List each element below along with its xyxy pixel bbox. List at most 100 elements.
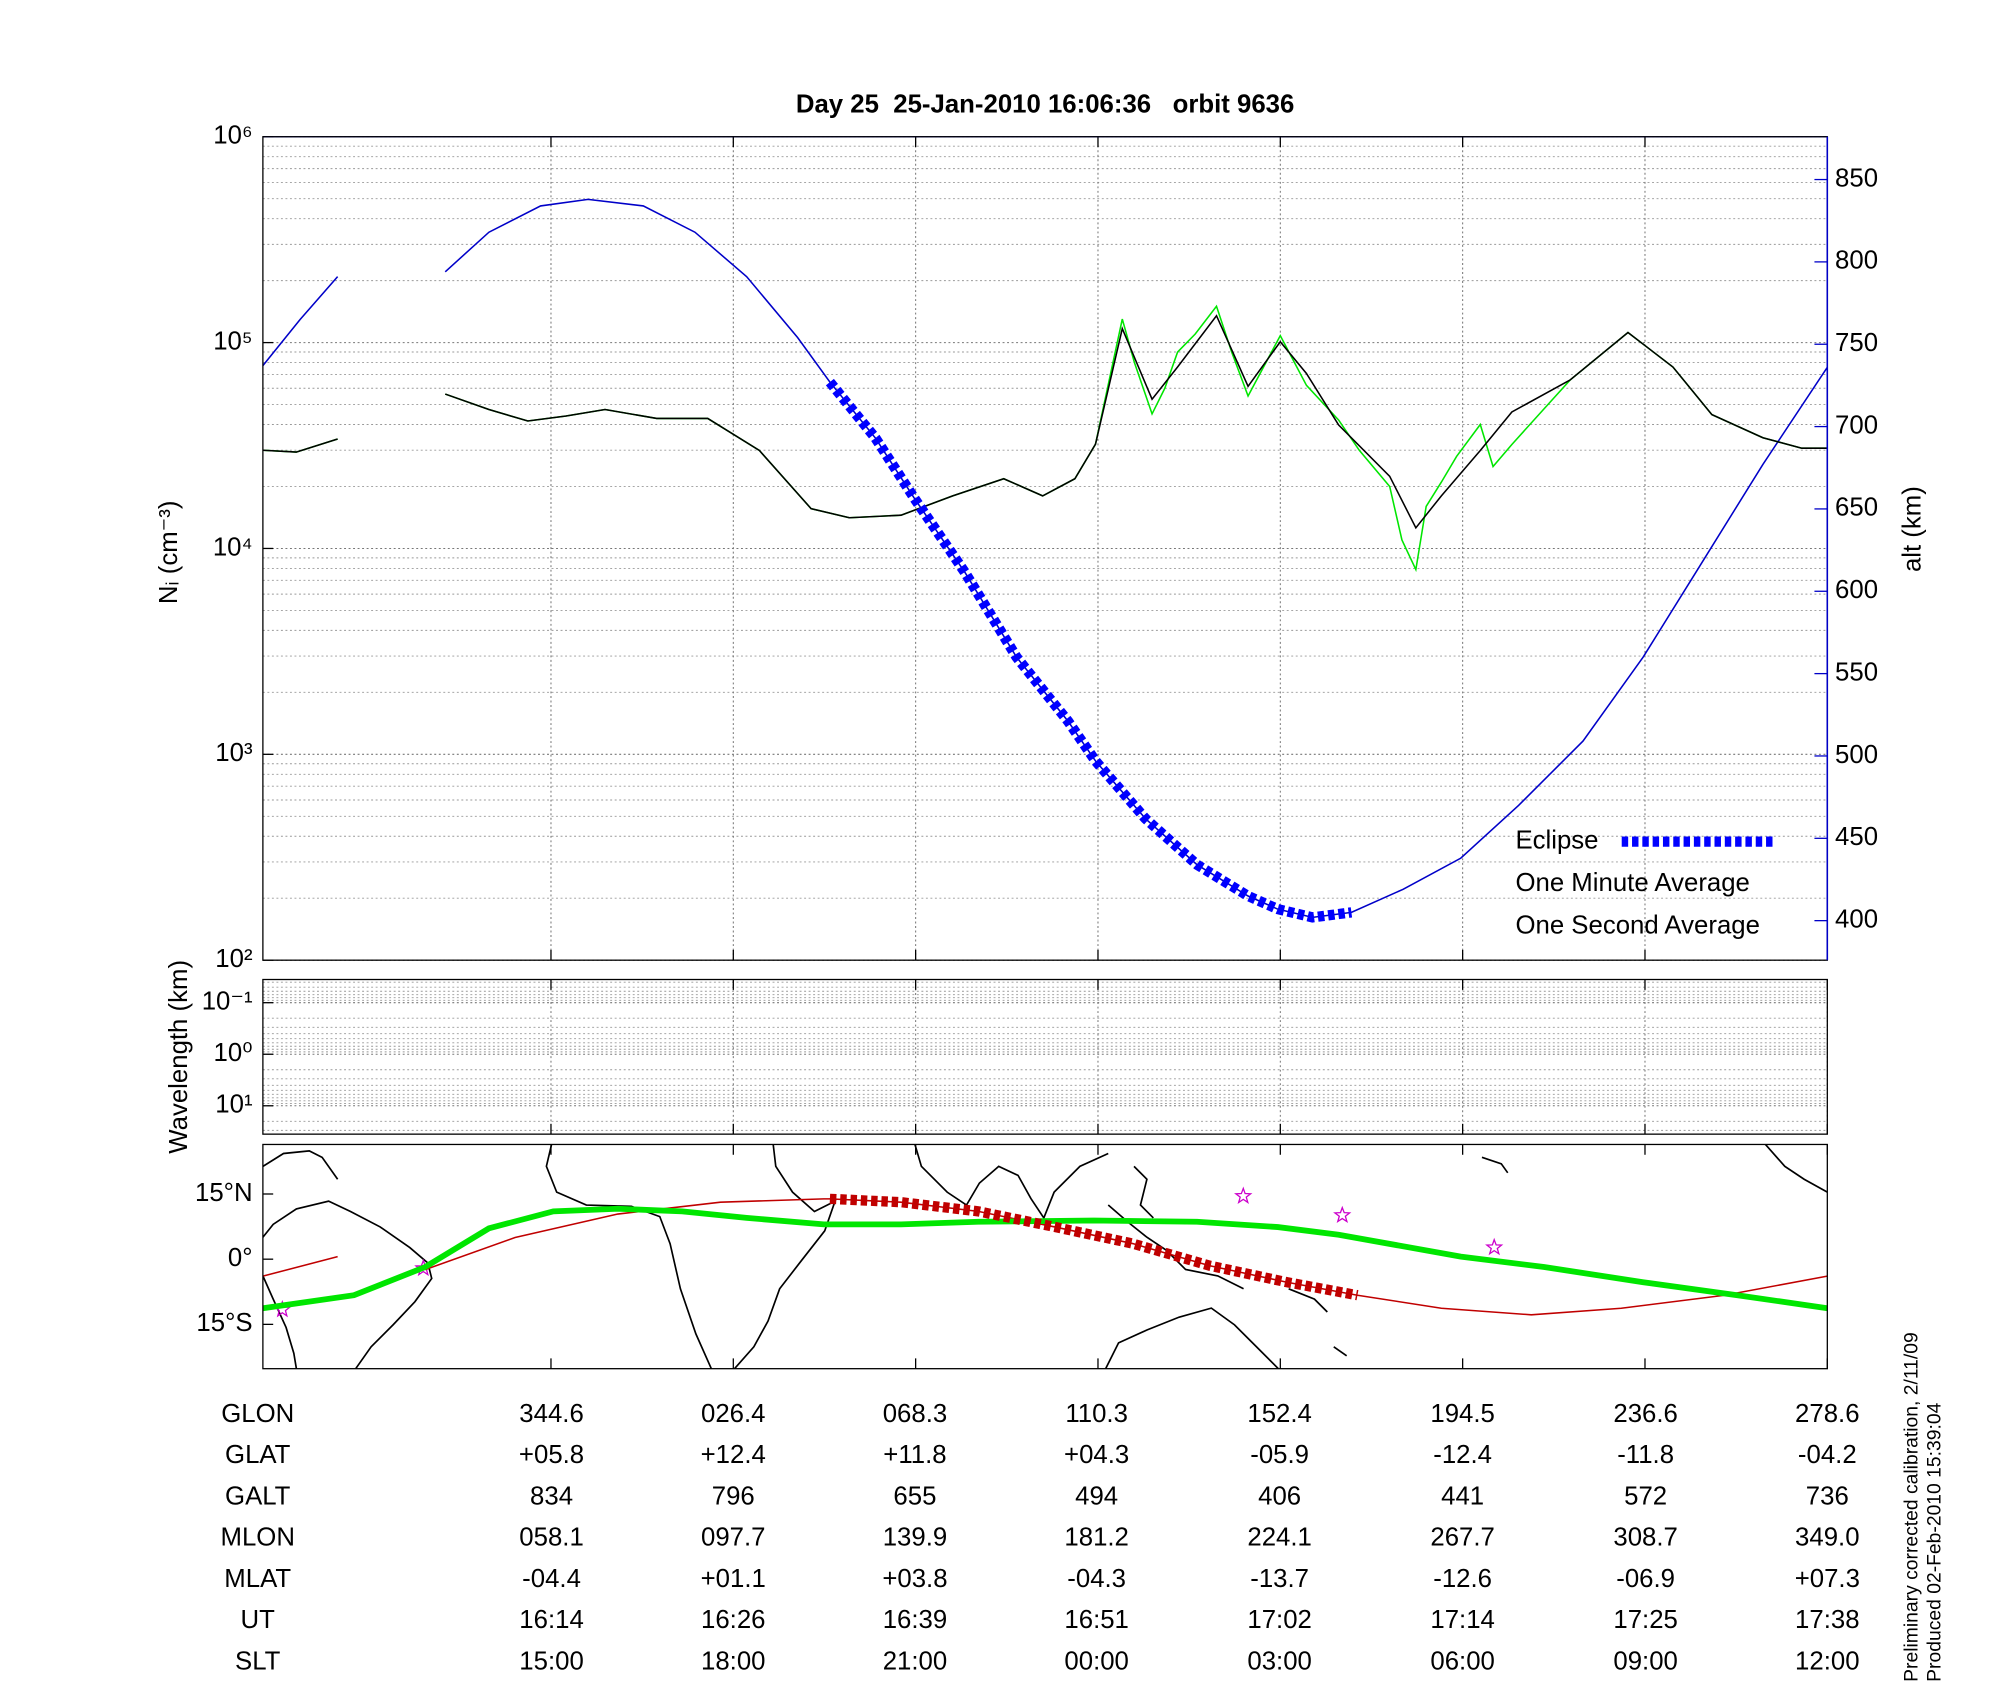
table-cell: 17:14 [1430, 1606, 1494, 1634]
table-cell: +12.4 [701, 1441, 766, 1469]
table-cell: 267.7 [1430, 1524, 1494, 1552]
table-cell: 110.3 [1065, 1400, 1128, 1428]
table-cell: 03:00 [1247, 1647, 1311, 1675]
coastline [733, 1144, 837, 1369]
table-cell: 308.7 [1613, 1524, 1677, 1552]
series-line [262, 314, 1828, 530]
table-cell: 655 [893, 1482, 936, 1510]
plot-frame [262, 978, 1828, 1135]
table-cell: 494 [1075, 1482, 1118, 1510]
row-label: GLAT [225, 1441, 291, 1469]
y2-tick-label: 550 [1835, 658, 1878, 686]
y-tick-label: 15°S [196, 1309, 252, 1337]
table-cell: -12.4 [1433, 1441, 1492, 1469]
table-cell: 058.1 [519, 1524, 583, 1552]
series-line [829, 1193, 1359, 1301]
row-label: GLON [221, 1400, 294, 1428]
table-cell: 736 [1806, 1482, 1849, 1510]
y-tick-label: 15°N [195, 1179, 253, 1207]
table-cell: 834 [530, 1482, 573, 1510]
y-tick-label: 10⁶ [213, 122, 252, 150]
table-cell: 068.3 [883, 1400, 947, 1428]
table-cell: 17:38 [1795, 1606, 1859, 1634]
table-cell: 12:00 [1795, 1647, 1859, 1675]
y-tick-label: 10⁴ [213, 533, 253, 561]
table-cell: 06:00 [1430, 1647, 1494, 1675]
coastline [914, 1144, 1109, 1220]
table-cell: 09:00 [1613, 1647, 1677, 1675]
table-cell: 406 [1258, 1482, 1301, 1510]
table-cell: 17:25 [1613, 1606, 1677, 1634]
y2-tick-label: 600 [1835, 576, 1878, 604]
y2-tick-label: 500 [1835, 741, 1878, 769]
coastlines [262, 1144, 1828, 1369]
legend-label: Eclipse [1515, 826, 1598, 854]
coastline [1764, 1144, 1828, 1193]
table-cell: 236.6 [1613, 1400, 1677, 1428]
table-cell: -05.9 [1250, 1441, 1309, 1469]
coastline [1104, 1307, 1279, 1369]
y2-tick-label: 750 [1835, 329, 1878, 357]
y-tick-label: 10³ [215, 739, 253, 767]
coastline [262, 1200, 433, 1369]
star-marker [1333, 1205, 1352, 1224]
plot-frame [262, 1143, 1828, 1370]
y-axis-label: Wavelength (km) [165, 960, 193, 1154]
y-tick-label: 10¹ [215, 1091, 253, 1119]
table-cell: 097.7 [701, 1524, 765, 1552]
series-line [262, 1198, 1828, 1316]
table-cell: -12.6 [1433, 1565, 1492, 1593]
table-cell: 00:00 [1064, 1647, 1128, 1675]
table-cell: 17:02 [1247, 1606, 1311, 1634]
table-cell: -13.7 [1250, 1565, 1309, 1593]
coastline [1133, 1165, 1154, 1219]
y-axis-label: Nᵢ (cm⁻³) [155, 501, 183, 605]
table-cell: +01.1 [701, 1565, 766, 1593]
series-line [262, 1205, 1828, 1312]
table-cell: -04.2 [1798, 1441, 1857, 1469]
table-cell: 441 [1441, 1482, 1484, 1510]
y-tick-label: 10⁵ [213, 327, 252, 355]
row-label: GALT [225, 1482, 291, 1510]
coastline [262, 1275, 298, 1369]
coastline [1288, 1288, 1328, 1313]
table-cell: 16:39 [883, 1606, 947, 1634]
coastline [1481, 1156, 1509, 1174]
y2-tick-label: 450 [1835, 823, 1878, 851]
chart-title: Day 25 25-Jan-2010 16:06:36 orbit 9636 [796, 91, 1294, 119]
table-cell: 349.0 [1795, 1524, 1859, 1552]
table-cell: 796 [712, 1482, 755, 1510]
row-label: MLON [221, 1524, 295, 1552]
table-cell: +07.3 [1795, 1565, 1860, 1593]
table-cell: 21:00 [883, 1647, 947, 1675]
table-cell: 278.6 [1795, 1400, 1859, 1428]
y2-tick-label: 800 [1835, 247, 1878, 275]
table-cell: 15:00 [519, 1647, 583, 1675]
coastline [545, 1144, 713, 1369]
table-cell: 16:26 [701, 1606, 765, 1634]
y2-axis-label: alt (km) [1898, 486, 1926, 572]
table-cell: 181.2 [1064, 1524, 1128, 1552]
table-cell: +11.8 [883, 1441, 946, 1469]
footnote: Produced 02-Feb-2010 15:39:04 [1925, 1402, 1946, 1681]
y-tick-label: 10² [215, 945, 253, 973]
table-cell: 026.4 [701, 1400, 765, 1428]
table-cell: +03.8 [882, 1565, 947, 1593]
star-marker [1485, 1237, 1504, 1256]
table-cell: -04.4 [522, 1565, 581, 1593]
y-tick-label: 10⁻¹ [202, 988, 253, 1016]
series-line [262, 198, 1828, 919]
row-label: UT [241, 1606, 276, 1634]
y2-tick-label: 400 [1835, 905, 1878, 933]
row-label: SLT [235, 1647, 281, 1675]
table-cell: 139.9 [883, 1524, 947, 1552]
table-cell: +04.3 [1064, 1441, 1129, 1469]
table-cell: 194.5 [1430, 1400, 1494, 1428]
legend-label: One Minute Average [1515, 869, 1749, 897]
table-cell: 16:51 [1064, 1606, 1128, 1634]
coastline [262, 1150, 339, 1180]
table-cell: -04.3 [1067, 1565, 1126, 1593]
table-cell: 572 [1624, 1482, 1667, 1510]
legend-label: One Second Average [1515, 911, 1759, 939]
